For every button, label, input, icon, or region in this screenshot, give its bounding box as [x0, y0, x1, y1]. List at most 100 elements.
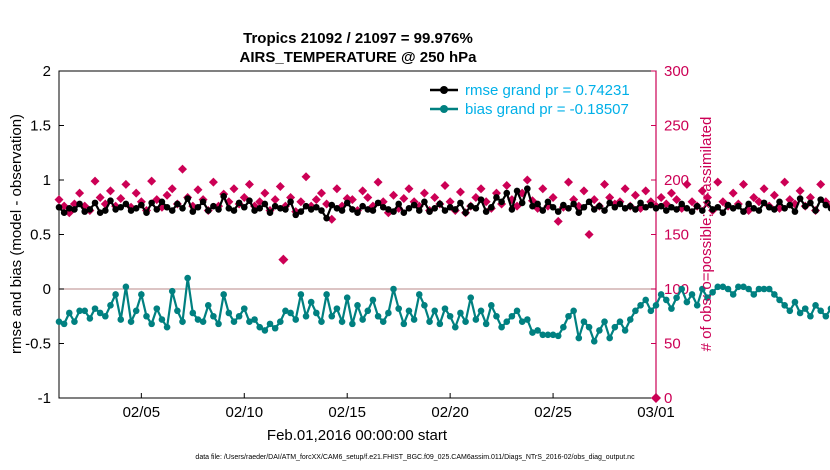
bias-point	[148, 320, 155, 328]
rmse-point	[446, 203, 454, 211]
rmse-point	[287, 198, 294, 206]
rmse-point	[240, 203, 248, 211]
rmse-point	[580, 203, 588, 211]
bias-point	[158, 316, 166, 323]
rmse-point	[102, 207, 109, 214]
rmse-point	[297, 208, 305, 215]
bias-point	[518, 318, 526, 326]
bias-point	[709, 288, 716, 296]
obs-possible-point	[270, 195, 280, 205]
bias-point	[240, 305, 248, 312]
rmse-point	[225, 205, 233, 212]
rmse-point	[503, 189, 511, 197]
left-tick-label: 2	[43, 63, 51, 80]
obs-possible-point	[605, 192, 615, 202]
bias-point	[302, 312, 310, 320]
x-tick-label: 02/25	[534, 404, 572, 421]
bias-point	[817, 307, 824, 315]
rmse-point	[791, 208, 799, 215]
rmse-point	[745, 200, 752, 208]
bias-point	[740, 283, 747, 291]
bias-point	[421, 302, 428, 309]
bias-point	[287, 309, 294, 317]
bias-point	[385, 309, 392, 317]
bias-point	[729, 291, 737, 298]
bias-point	[585, 323, 593, 331]
rmse-point	[338, 207, 346, 214]
bias-point	[354, 302, 361, 309]
bias-point	[524, 316, 531, 323]
rmse-point	[395, 200, 402, 208]
bias-point	[678, 285, 686, 293]
bias-point	[138, 291, 145, 298]
rmse-point	[740, 208, 747, 215]
bias-point	[307, 298, 315, 306]
obs-possible-point	[816, 179, 826, 189]
bias-point	[297, 291, 305, 298]
bias-point	[215, 320, 222, 328]
bias-point	[493, 312, 500, 320]
bias-point	[323, 291, 330, 298]
bias-point	[379, 318, 387, 326]
rmse-point	[549, 203, 557, 211]
rmse-point	[307, 206, 315, 213]
rmse-point	[354, 209, 361, 216]
obs-possible-point	[445, 197, 455, 207]
rmse-point	[750, 205, 758, 212]
obs-possible-point	[54, 195, 64, 205]
rmse-point	[565, 205, 572, 212]
rmse-point	[518, 199, 526, 207]
rmse-point	[554, 208, 562, 215]
bias-series	[55, 274, 830, 345]
rmse-point	[632, 206, 639, 213]
bias-point	[369, 296, 377, 304]
bias-point	[204, 302, 212, 309]
obs-possible-point	[162, 190, 172, 200]
left-tick-label: -1	[38, 390, 51, 407]
rmse-point	[246, 197, 253, 205]
rmse-point	[426, 208, 433, 215]
obs-possible-point	[672, 195, 682, 205]
bias-point	[601, 318, 608, 326]
rmse-point	[488, 203, 495, 211]
obs-possible-point	[311, 195, 321, 205]
bias-point	[395, 305, 402, 312]
bias-point	[554, 332, 562, 340]
rmse-point	[127, 207, 135, 214]
rmse-point	[415, 207, 423, 214]
bias-point	[235, 312, 243, 320]
rmse-point	[132, 205, 140, 212]
rmse-point	[570, 200, 577, 208]
rmse-point	[668, 203, 675, 211]
rmse-point	[544, 198, 552, 206]
bias-point	[328, 312, 336, 320]
bias-point	[781, 302, 788, 309]
x-axis: 02/05 02/10 02/15 02/20 02/25 03/01	[123, 393, 675, 421]
bias-point	[405, 307, 413, 315]
obs-possible-point	[275, 182, 285, 192]
rmse-point	[81, 208, 89, 215]
rmse-point	[534, 200, 541, 208]
x-tick-label: 02/15	[328, 404, 366, 421]
rmse-point	[431, 205, 438, 212]
rmse-point	[436, 200, 444, 208]
bias-point	[426, 318, 433, 326]
rmse-point	[724, 201, 732, 209]
rmse-point	[369, 207, 377, 214]
bias-point	[688, 291, 696, 298]
bias-point	[673, 294, 680, 302]
obs-possible-point	[697, 186, 707, 196]
bias-point	[441, 305, 449, 312]
bias-point	[791, 298, 799, 306]
rmse-point	[673, 206, 680, 213]
bias-point	[771, 291, 778, 298]
bias-point	[55, 318, 63, 326]
rmse-point	[292, 211, 300, 219]
bias-point	[292, 316, 300, 323]
bias-point	[364, 307, 372, 315]
bias-point	[796, 309, 804, 317]
rmse-point	[261, 200, 269, 208]
bias-point	[668, 305, 675, 312]
bias-point	[735, 283, 742, 291]
